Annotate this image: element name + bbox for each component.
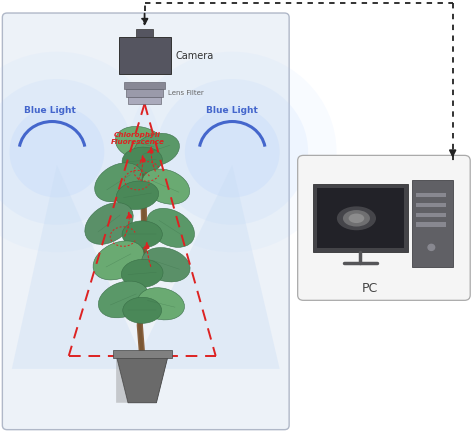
Ellipse shape <box>0 52 161 252</box>
Ellipse shape <box>123 297 162 323</box>
Text: Lens Filter: Lens Filter <box>168 90 204 96</box>
Ellipse shape <box>122 221 162 248</box>
FancyBboxPatch shape <box>317 188 404 248</box>
Ellipse shape <box>85 203 133 244</box>
Ellipse shape <box>9 106 104 197</box>
Polygon shape <box>12 165 147 369</box>
FancyBboxPatch shape <box>2 13 289 430</box>
Ellipse shape <box>121 259 163 288</box>
FancyBboxPatch shape <box>412 180 453 267</box>
Polygon shape <box>116 355 128 403</box>
Ellipse shape <box>185 106 280 197</box>
FancyBboxPatch shape <box>416 222 446 227</box>
Circle shape <box>428 244 435 250</box>
Text: Blue Light: Blue Light <box>24 106 76 115</box>
Ellipse shape <box>98 281 148 318</box>
Ellipse shape <box>138 288 184 320</box>
Text: Camera: Camera <box>175 50 214 61</box>
Text: Chlorophyll
Fluorescence: Chlorophyll Fluorescence <box>110 132 164 145</box>
FancyBboxPatch shape <box>416 203 446 207</box>
FancyBboxPatch shape <box>136 29 153 37</box>
FancyBboxPatch shape <box>113 350 172 358</box>
FancyBboxPatch shape <box>126 89 163 97</box>
Polygon shape <box>133 165 280 369</box>
Ellipse shape <box>147 208 194 247</box>
Ellipse shape <box>142 247 190 282</box>
FancyBboxPatch shape <box>118 37 171 74</box>
Text: PC: PC <box>362 282 378 295</box>
Ellipse shape <box>133 133 180 166</box>
Ellipse shape <box>142 169 190 204</box>
Ellipse shape <box>116 181 159 210</box>
Ellipse shape <box>128 52 337 252</box>
Ellipse shape <box>95 163 142 202</box>
Ellipse shape <box>343 210 370 227</box>
Ellipse shape <box>93 241 144 280</box>
Polygon shape <box>116 355 168 403</box>
FancyBboxPatch shape <box>313 184 408 252</box>
Ellipse shape <box>156 79 308 225</box>
Ellipse shape <box>122 147 162 174</box>
FancyBboxPatch shape <box>298 155 470 300</box>
Text: Blue Light: Blue Light <box>206 106 258 115</box>
FancyBboxPatch shape <box>124 82 165 89</box>
FancyBboxPatch shape <box>416 193 446 197</box>
Ellipse shape <box>348 214 365 223</box>
Ellipse shape <box>0 79 133 225</box>
Ellipse shape <box>337 206 376 230</box>
FancyBboxPatch shape <box>416 213 446 217</box>
Ellipse shape <box>115 126 164 160</box>
FancyBboxPatch shape <box>128 97 161 104</box>
